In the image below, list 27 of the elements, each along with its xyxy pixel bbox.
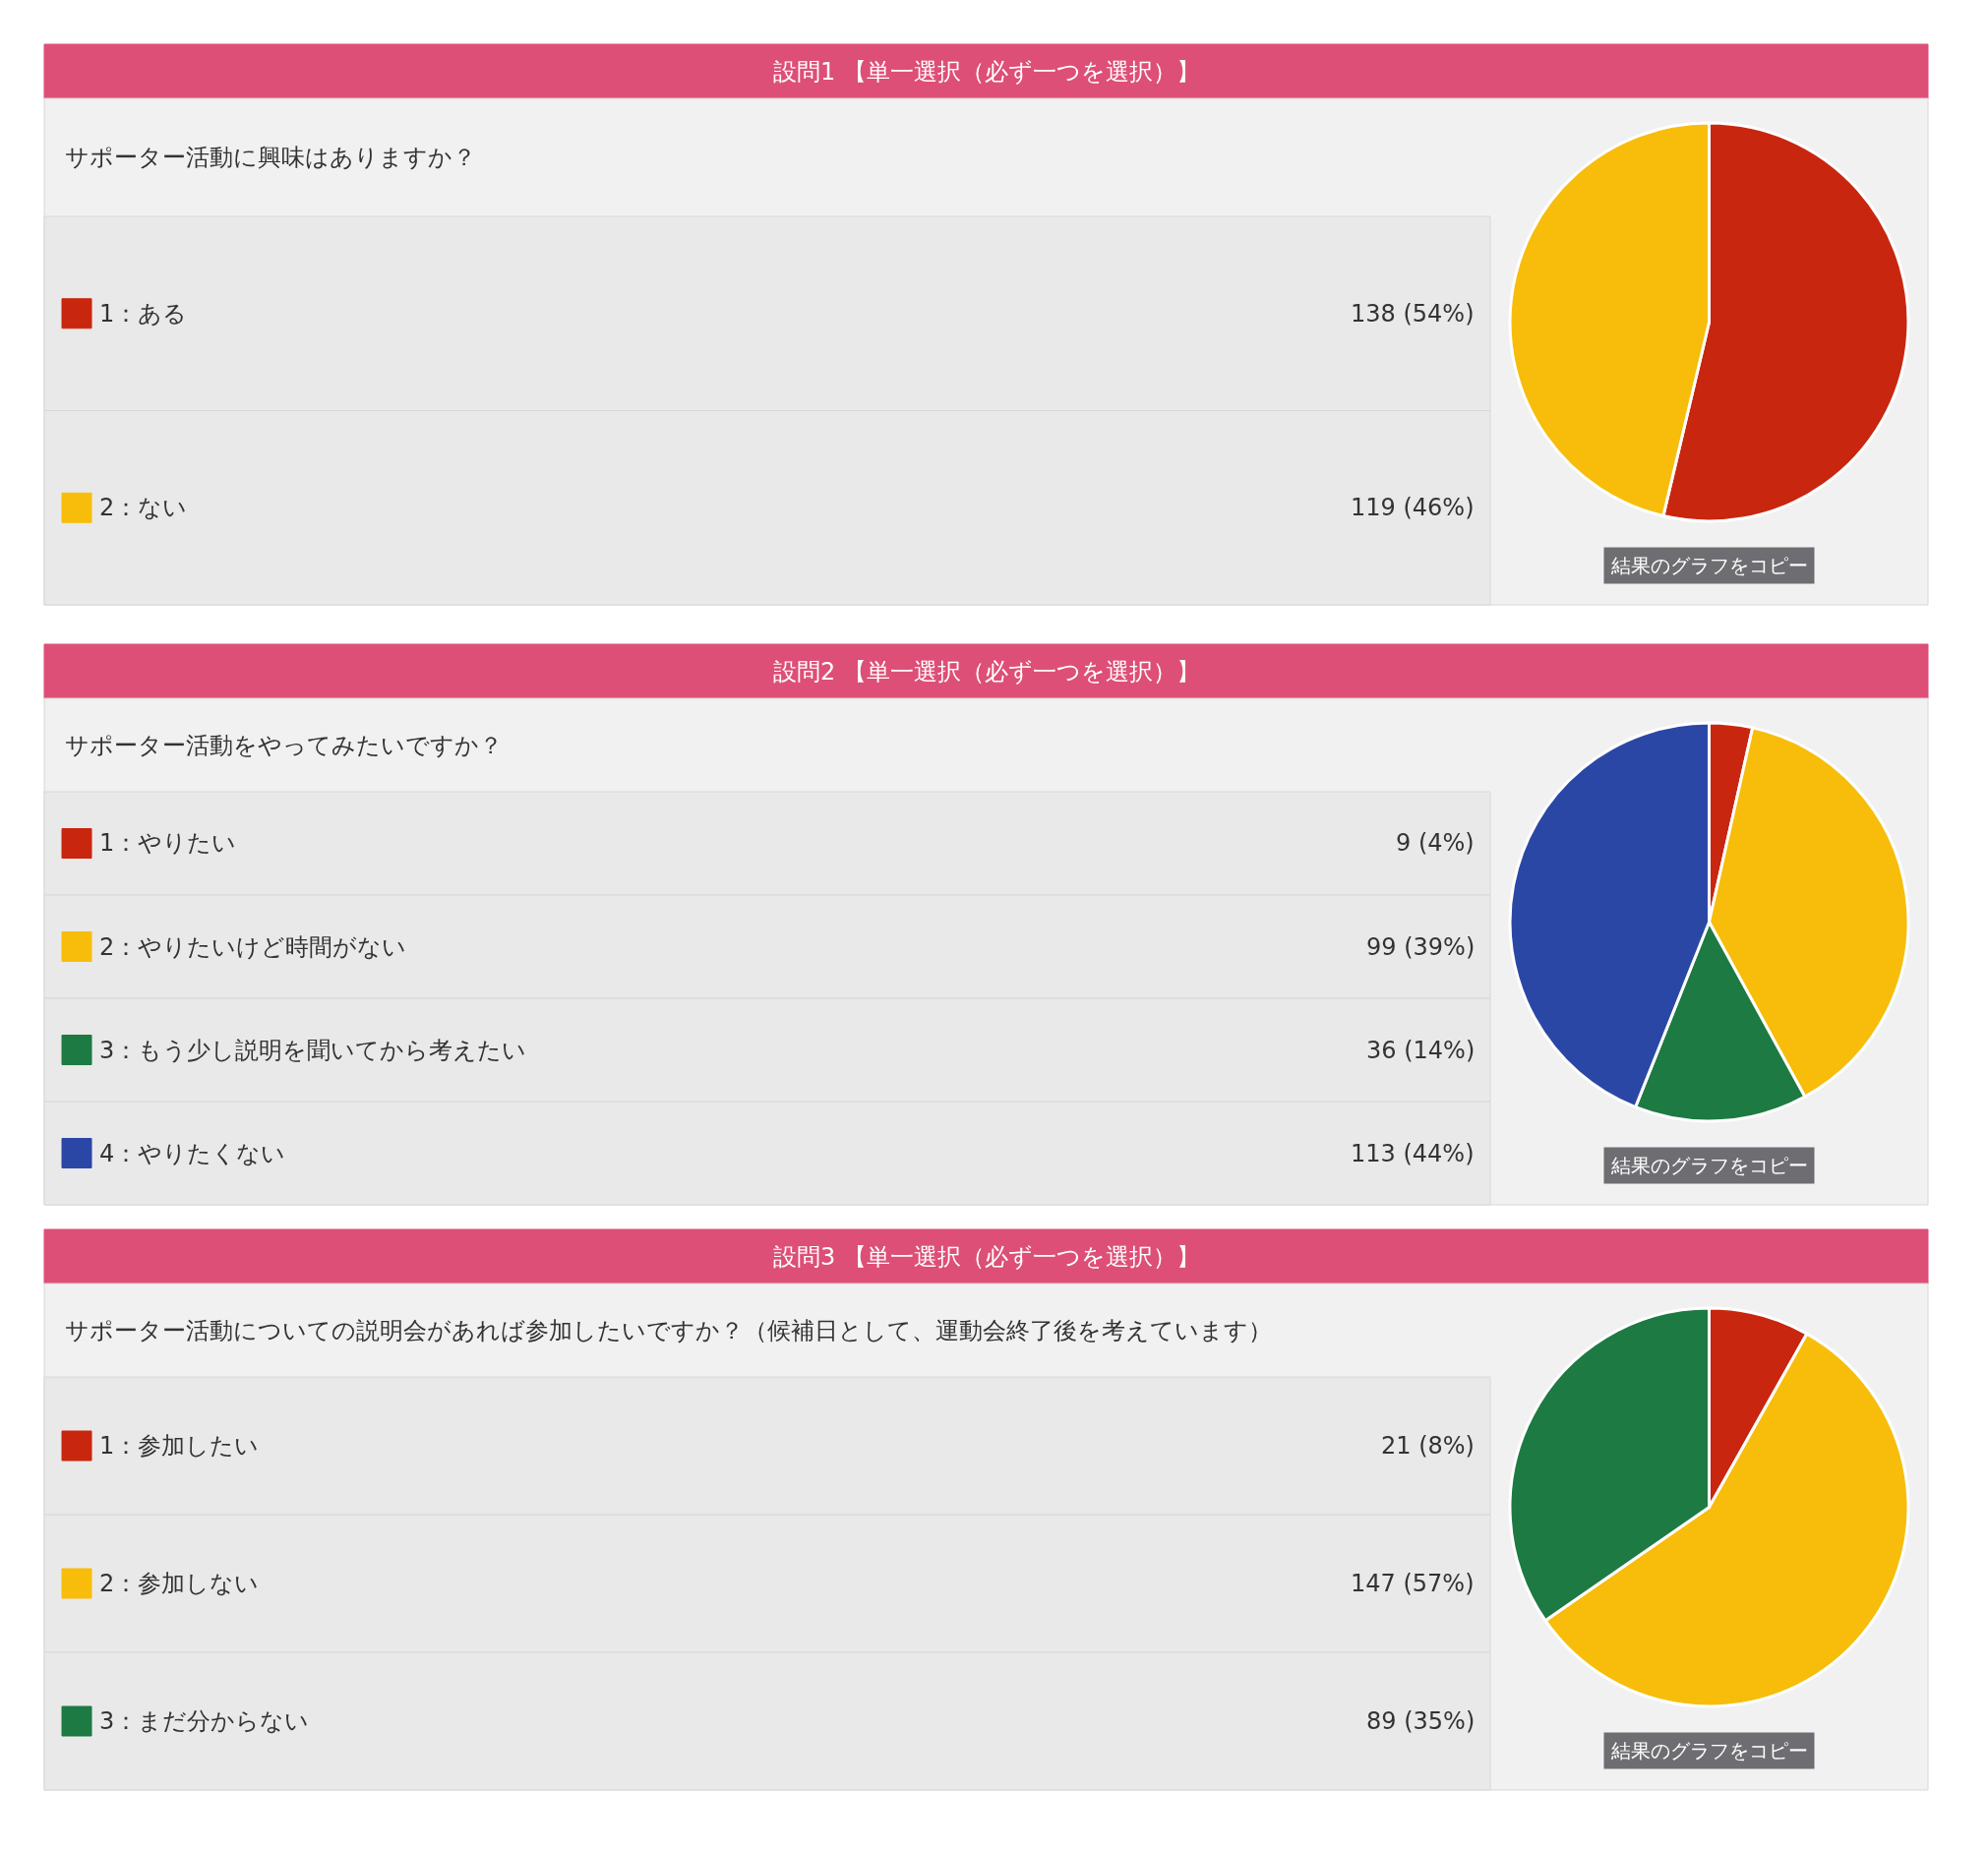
data-label: 89 (35%) <box>1366 1707 1476 1735</box>
legend-label: 2：ない <box>99 494 188 521</box>
data-label: 147 (57%) <box>1351 1570 1475 1597</box>
legend-label: 1：ある <box>99 300 188 328</box>
text: 結果のグラフをコピー <box>1610 554 1808 577</box>
text: サポーター活動をやってみたいですか？ <box>65 732 503 759</box>
chart-title: 設問1 【単一選択（必ず一つを選択）】 <box>773 58 1200 86</box>
legend-label: 2：やりたいけど時間がない <box>99 933 407 961</box>
text: 結果のグラフをコピー <box>1610 1154 1808 1177</box>
legend-label: 3：まだ分からない <box>99 1707 310 1735</box>
legend-label: 4：やりたくない <box>99 1140 286 1167</box>
data-label: 21 (8%) <box>1381 1432 1475 1460</box>
data-label: 99 (39%) <box>1366 933 1476 961</box>
text: サポーター活動に興味はありますか？ <box>65 144 476 171</box>
chart-title: 設問3 【単一選択（必ず一つを選択）】 <box>773 1243 1200 1271</box>
chart-title: 設問2 【単一選択（必ず一つを選択）】 <box>773 658 1200 686</box>
data-label: 113 (44%) <box>1351 1140 1475 1167</box>
data-label: 119 (46%) <box>1351 494 1475 521</box>
data-label: 36 (14%) <box>1366 1037 1476 1064</box>
legend-label: 2：参加しない <box>99 1570 260 1597</box>
legend-label: 3：もう少し説明を聞いてから考えたい <box>99 1037 527 1064</box>
text: 結果のグラフをコピー <box>1610 1739 1808 1762</box>
data-label: 9 (4%) <box>1396 829 1475 857</box>
legend-label: 1：やりたい <box>99 829 237 857</box>
data-label: 138 (54%) <box>1351 300 1475 328</box>
text: サポーター活動についての説明会があれば参加したいですか？（候補日として、運動会終了後を考えています） <box>65 1317 1272 1344</box>
legend-label: 1：参加したい <box>99 1432 260 1460</box>
